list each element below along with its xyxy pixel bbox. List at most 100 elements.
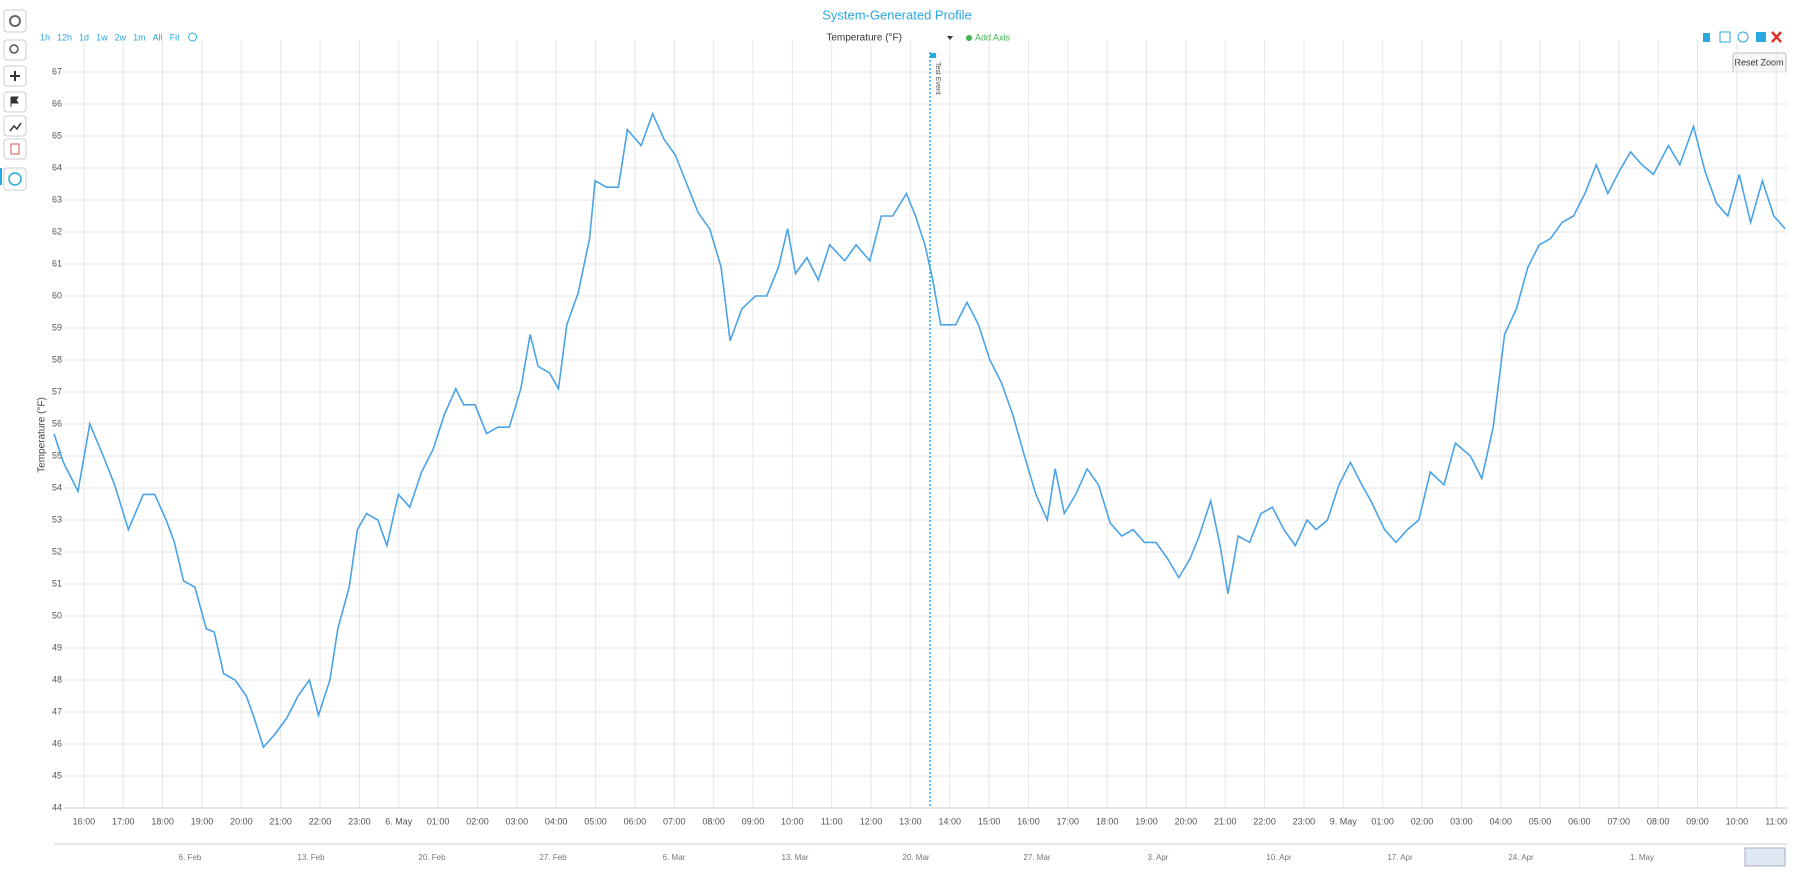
range-button[interactable]: 1h [40,32,50,42]
y-tick-label: 57 [52,386,62,396]
range-button[interactable]: 1w [96,32,108,42]
gear-icon [9,15,21,27]
reset-zoom-button[interactable]: Reset Zoom [1734,57,1783,67]
x-tick-label: 05:00 [1529,816,1552,826]
y-tick-label: 51 [52,578,62,588]
x-tick-label: 22:00 [1253,816,1276,826]
x-tick-label: 01:00 [1371,816,1394,826]
y-tick-label: 58 [52,354,62,364]
bell-icon[interactable] [1703,33,1710,42]
x-tick-label: 05:00 [584,816,607,826]
navigator-label: 27. Feb [539,853,567,862]
x-tick-label: 09:00 [742,816,765,826]
x-tick-label: 13:00 [899,816,922,826]
x-tick-label: 11:00 [1765,816,1787,826]
navigator-label: 6. Feb [179,853,202,862]
navigator-label: 24. Apr [1508,853,1534,862]
clock-icon [8,172,22,186]
range-button[interactable]: 12h [57,32,72,42]
y-tick-label: 67 [52,66,62,76]
y-tick-label: 56 [52,418,62,428]
top-right-icons [1703,31,1782,43]
y-tick-label: 44 [52,802,62,812]
y-tick-label: 61 [52,258,62,268]
x-tick-label: 21:00 [269,816,292,826]
x-tick-label: 11:00 [821,816,843,826]
settings-icon[interactable] [1737,31,1749,43]
x-tick-label: 22:00 [309,816,332,826]
navigator-handle[interactable] [1744,847,1786,867]
x-tick-label: 6. May [385,816,413,826]
x-tick-label: 06:00 [624,816,647,826]
x-tick-label: 04:00 [1489,816,1512,826]
x-tick-label: 14:00 [938,816,961,826]
x-tick-label: 19:00 [191,816,214,826]
layout-icon[interactable] [1756,32,1766,42]
range-button[interactable]: 1m [133,32,146,42]
x-tick-label: 07:00 [663,816,686,826]
y-tick-label: 64 [52,162,62,172]
range-button[interactable]: All [153,32,163,42]
navigator-label: 6. Mar [663,853,686,862]
x-tick-label: 03:00 [506,816,529,826]
x-tick-label: 10:00 [781,816,804,826]
clock-button[interactable] [3,167,27,191]
range-button[interactable]: 1d [79,32,89,42]
x-tick-label: 18:00 [151,816,174,826]
x-tick-label: 12:00 [860,816,883,826]
trend-icon [9,122,22,132]
range-buttons: 1h 12h 1d 1w 2w 1m All Fit [40,32,198,42]
dropdown-caret [947,36,953,40]
event-flag [930,53,937,58]
x-tick-label: 17:00 [112,816,135,826]
navigator-label: 17. Apr [1387,853,1413,862]
navigator-label: 10. Apr [1266,853,1292,862]
data-line [53,111,1786,749]
x-tick-label: 20:00 [230,816,253,826]
y-tick-label: 46 [52,738,62,748]
y-tick-label: 53 [52,514,62,524]
x-tick-label: 10:00 [1726,816,1749,826]
close-icon[interactable] [1771,31,1782,43]
y-tick-label: 47 [52,706,62,716]
x-tick-label: 17:00 [1057,816,1080,826]
table-icon[interactable] [1719,31,1731,43]
range-button[interactable]: 2w [115,32,127,42]
side-toolbar [0,9,27,191]
y-tick-label: 62 [52,226,62,236]
settings-button[interactable] [3,9,27,33]
x-tick-label: 06:00 [1568,816,1591,826]
y-tick-label: 52 [52,546,62,556]
trash-icon [10,143,20,155]
x-tick-label: 20:00 [1175,816,1198,826]
axis-select[interactable]: Temperature (°F) [826,33,902,44]
y-tick-label: 63 [52,194,62,204]
add-axis-icon [966,35,972,41]
zoom-icon [9,44,19,54]
x-tick-label: 08:00 [702,816,725,826]
refresh-icon[interactable] [188,32,198,42]
x-tick-label: 9. May [1330,816,1358,826]
range-button[interactable]: Fit [170,32,180,42]
y-tick-label: 60 [52,290,62,300]
x-tick-label: 18:00 [1096,816,1119,826]
x-tick-label: 16:00 [73,816,96,826]
zoom-button[interactable] [3,39,27,61]
y-tick-label: 65 [52,130,62,140]
y-tick-label: 55 [52,450,62,460]
y-tick-label: 50 [52,610,62,620]
x-tick-label: 15:00 [978,816,1001,826]
event-label: Test Event [934,62,941,95]
add-axis-button[interactable]: Add Axis [975,32,1011,42]
x-tick-label: 07:00 [1608,816,1631,826]
delete-button[interactable] [3,138,27,160]
y-axis-title: Temperature (°F) [37,397,48,473]
navigator-label: 3. Apr [1148,853,1169,862]
navigator-label: 13. Feb [297,853,325,862]
x-tick-label: 03:00 [1450,816,1473,826]
x-tick-label: 23:00 [1293,816,1316,826]
x-tick-label: 08:00 [1647,816,1670,826]
x-tick-label: 04:00 [545,816,568,826]
